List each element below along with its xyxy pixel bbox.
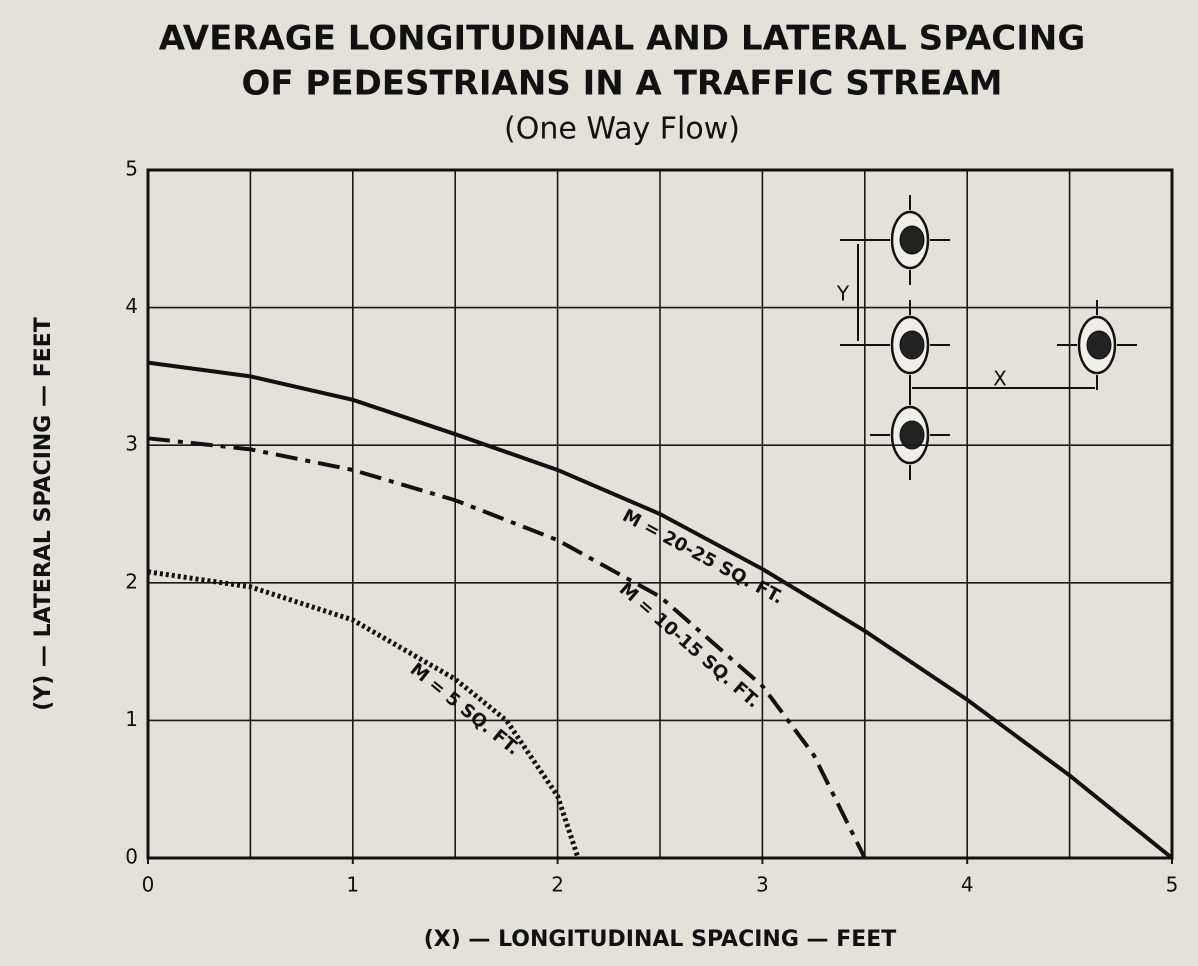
line <box>147 436 867 859</box>
plot-frame <box>146 168 1174 860</box>
pedestrian-head <box>899 225 925 255</box>
y-tick-label: 4 <box>125 294 138 318</box>
x-axis-label: (X) — LONGITUDINAL SPACING — FEET <box>424 927 897 952</box>
y-tick-label: 2 <box>125 569 138 593</box>
x-tick-label: 5 <box>1166 873 1179 897</box>
chart-title: AVERAGE LONGITUDINAL AND LATERAL SPACING <box>159 19 1085 59</box>
x-tick-label: 4 <box>961 873 974 897</box>
x-tick-label: 2 <box>551 873 564 897</box>
line <box>147 360 1174 860</box>
x-tick-label: 3 <box>756 873 769 897</box>
y-tick-label: 5 <box>125 157 138 181</box>
y-tick-label: 0 <box>125 845 138 869</box>
x-tick-label: 1 <box>346 873 359 897</box>
chart-subtitle: (One Way Flow) <box>504 112 740 147</box>
pedestrian-head <box>1086 330 1112 360</box>
y-tick-label: 1 <box>125 707 138 731</box>
line <box>147 569 581 859</box>
dimension-label: Y <box>836 282 850 306</box>
pedestrian-head <box>899 420 925 450</box>
dimension-label: X <box>993 367 1007 391</box>
y-tick-label: 3 <box>125 432 138 456</box>
x-tick-label: 0 <box>142 873 155 897</box>
y-axis-label: (Y) — LATERAL SPACING — FEET <box>31 317 56 711</box>
chart-title: OF PEDESTRIANS IN A TRAFFIC STREAM <box>241 64 1002 104</box>
pedestrian-head <box>899 330 925 360</box>
pedestrian-diagram: YX <box>836 195 1137 480</box>
